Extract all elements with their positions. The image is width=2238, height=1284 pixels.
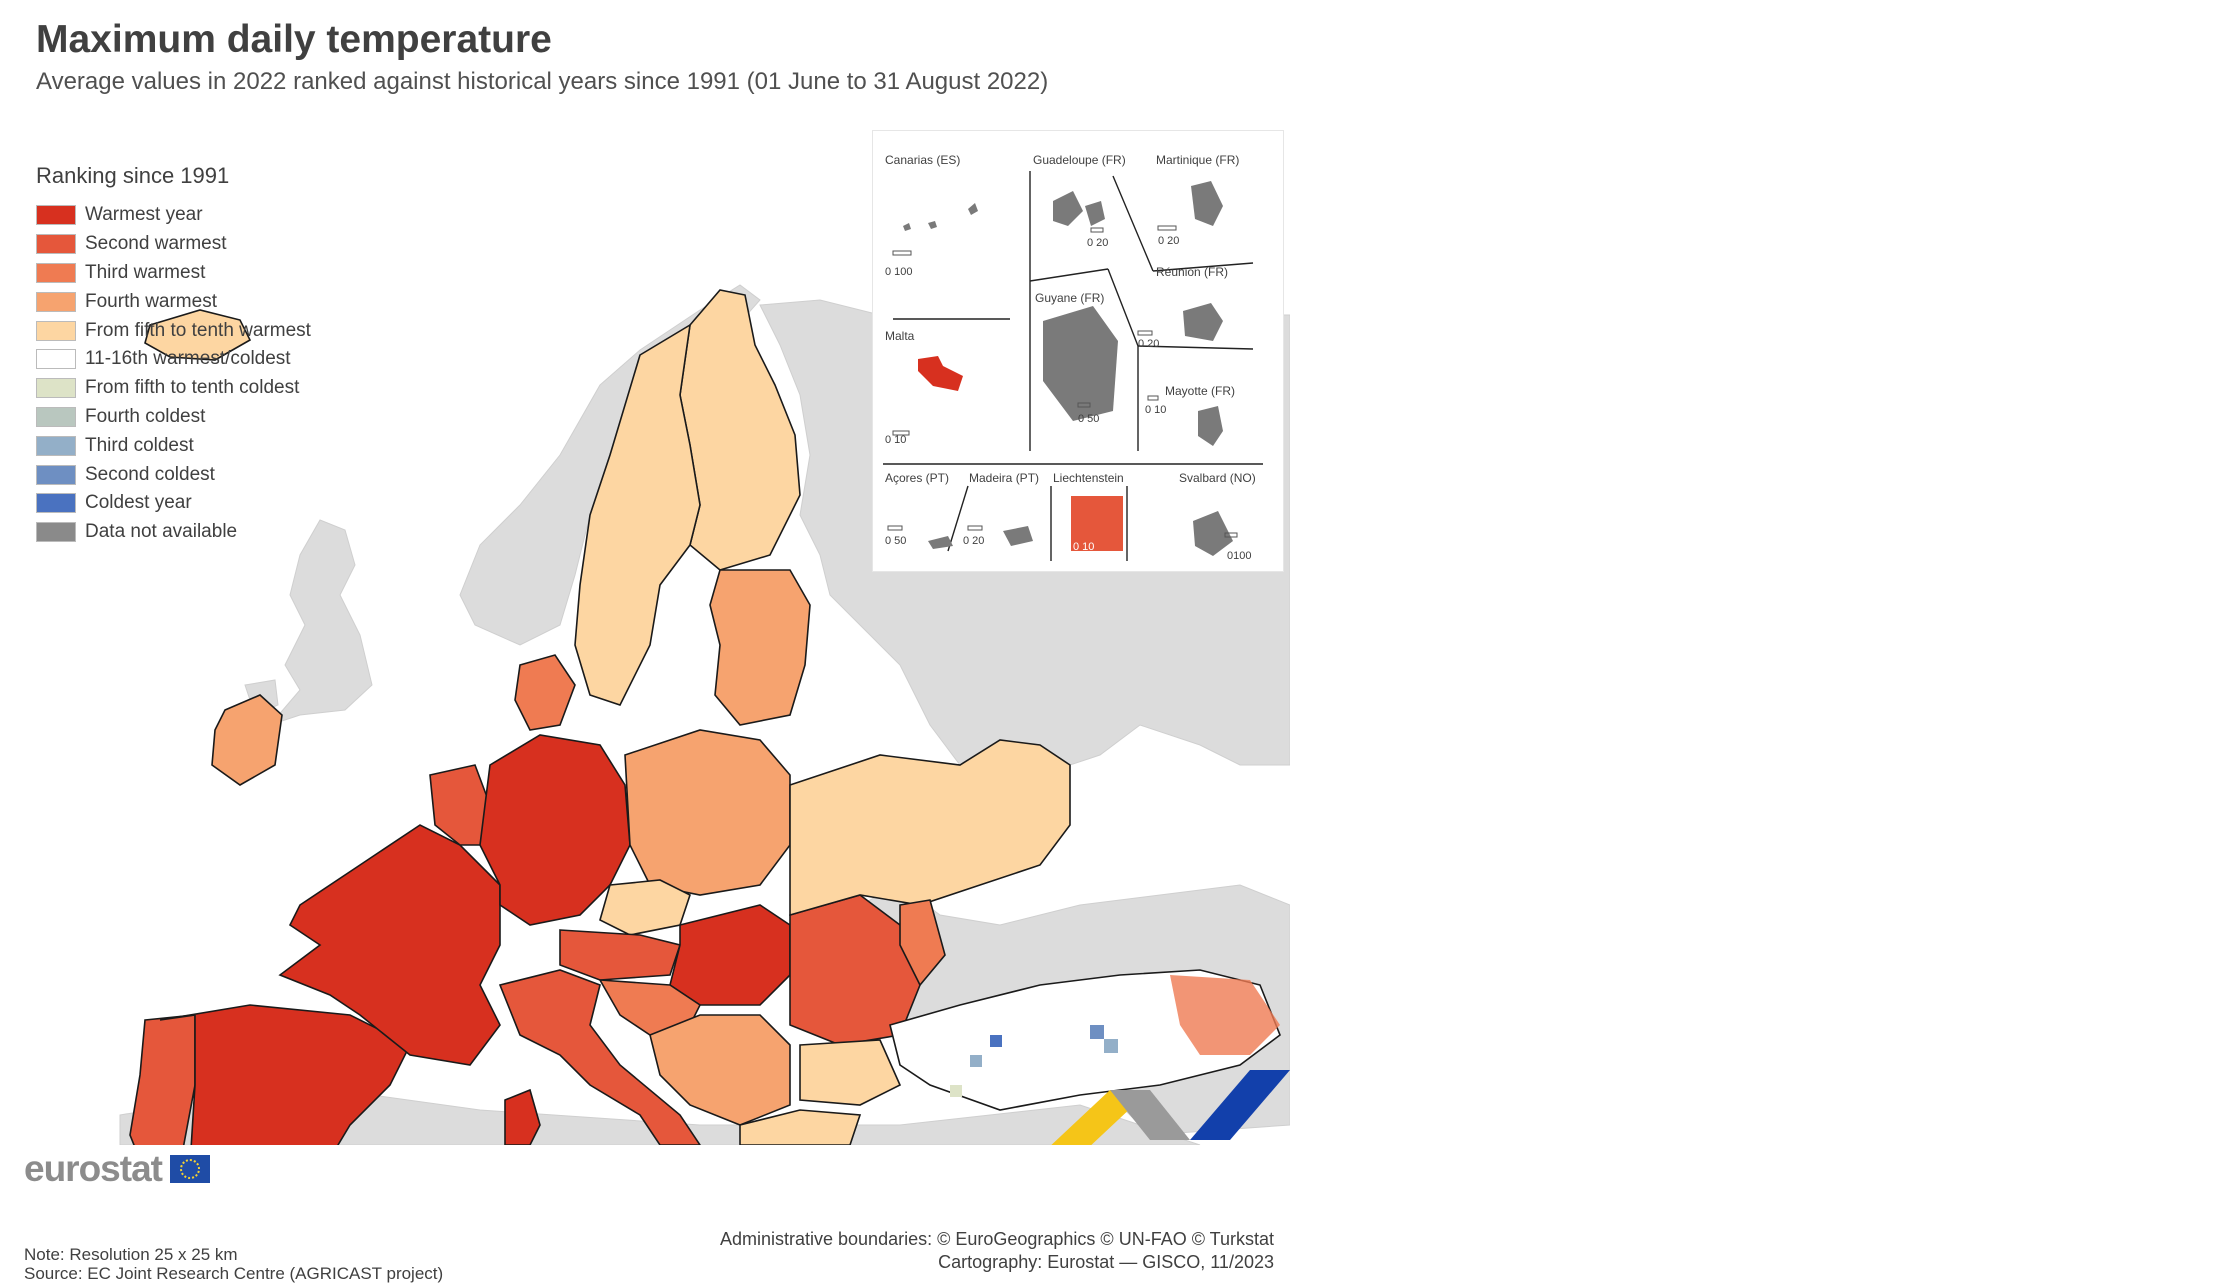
swatch-second-coldest bbox=[36, 464, 76, 485]
legend-label: Second warmest bbox=[85, 233, 227, 255]
inset-scale-acores: 0 50 bbox=[885, 535, 907, 547]
inset-scale-martinique: 0 20 bbox=[1158, 235, 1180, 247]
inset-scale-madeira: 0 20 bbox=[963, 535, 985, 547]
legend-item-second-coldest: Second coldest bbox=[36, 460, 366, 489]
swatch-coldest bbox=[36, 493, 76, 514]
inset-scale-canarias: 0 100 bbox=[885, 266, 913, 278]
swatch-fifth-tenth-coldest bbox=[36, 378, 76, 399]
baltics bbox=[709, 569, 811, 726]
ireland bbox=[211, 694, 283, 786]
austria bbox=[559, 929, 682, 981]
inset-label-canarias: Canarias (ES) bbox=[885, 153, 961, 167]
inset-scale-guyane: 0 50 bbox=[1078, 413, 1100, 425]
inset-label-mayotte: Mayotte (FR) bbox=[1165, 384, 1236, 398]
inset-label-acores: Açores (PT) bbox=[885, 471, 950, 485]
legend-item-third-coldest: Third coldest bbox=[36, 431, 366, 460]
germany bbox=[479, 734, 631, 926]
brand-ribbon bbox=[1051, 1070, 1290, 1145]
inset-label-guyane: Guyane (FR) bbox=[1035, 291, 1105, 305]
legend-item-fourth-coldest: Fourth coldest bbox=[36, 403, 366, 432]
cold-patches bbox=[950, 1025, 1118, 1097]
czechia bbox=[599, 879, 691, 936]
swatch-third-warmest bbox=[36, 262, 76, 283]
legend-item-no-data: Data not available bbox=[36, 518, 366, 547]
greece bbox=[739, 1109, 862, 1145]
iceland bbox=[144, 309, 252, 361]
swatch-second-warmest bbox=[36, 234, 76, 255]
liechtenstein-shape bbox=[1071, 496, 1123, 551]
inset-label-malta: Malta bbox=[885, 329, 915, 343]
resolution-note: Note: Resolution 25 x 25 km bbox=[24, 1245, 238, 1264]
swatch-third-coldest bbox=[36, 435, 76, 456]
inset-scale-malta: 0 10 bbox=[885, 434, 907, 446]
swatch-fourth-warmest bbox=[36, 291, 76, 312]
legend-label: Third warmest bbox=[85, 261, 206, 283]
legend-label: Fourth coldest bbox=[85, 405, 206, 427]
malta-shape bbox=[918, 356, 963, 391]
legend-item-second-warmest: Second warmest bbox=[36, 230, 366, 259]
inset-scale-liechtenstein: 0 10 bbox=[1073, 541, 1095, 553]
legend-label: Fourth warmest bbox=[85, 290, 217, 312]
legend-label: Warmest year bbox=[85, 204, 203, 226]
inset-label-madeira: Madeira (PT) bbox=[969, 471, 1040, 485]
legend-label: Second coldest bbox=[85, 463, 215, 485]
inset-dividers bbox=[883, 171, 1263, 561]
legend-label: From fifth to tenth coldest bbox=[85, 377, 300, 399]
inset-label-reunion: Réunion (FR) bbox=[1156, 265, 1229, 279]
source-note: Source: EC Joint Research Centre (AGRICA… bbox=[24, 1264, 444, 1283]
outermost-regions-panel: Canarias (ES) 0 100 Guadeloupe (FR) 0 20… bbox=[872, 130, 1284, 572]
legend-item-fifth-tenth-coldest: From fifth to tenth coldest bbox=[36, 374, 366, 403]
hungary bbox=[669, 904, 791, 1006]
inset-scale-reunion: 0 20 bbox=[1138, 338, 1160, 350]
inset-scale-svalbard: 0100 bbox=[1227, 550, 1252, 562]
eu-flag-icon bbox=[169, 1155, 210, 1183]
swatch-11-16 bbox=[36, 349, 76, 370]
outermost-regions-shapes bbox=[903, 181, 1233, 556]
legend-item-11-16: 11-16th warmest/coldest bbox=[36, 345, 366, 374]
bulgaria bbox=[799, 1039, 902, 1106]
east-turkey-warm bbox=[1170, 975, 1280, 1055]
sardinia bbox=[504, 1088, 541, 1145]
legend-item-warmest: Warmest year bbox=[36, 201, 366, 230]
legend-title: Ranking since 1991 bbox=[36, 163, 230, 188]
moldova bbox=[899, 899, 946, 987]
inset-label-martinique: Martinique (FR) bbox=[1156, 153, 1240, 167]
swatch-no-data bbox=[36, 522, 76, 543]
western-balkans bbox=[649, 1014, 791, 1126]
logo-text: eurostat bbox=[24, 1148, 163, 1189]
legend-label: From fifth to tenth warmest bbox=[85, 319, 311, 341]
legend-item-coldest: Coldest year bbox=[36, 489, 366, 518]
inset-label-svalbard: Svalbard (NO) bbox=[1179, 471, 1256, 485]
boundaries-credit: Administrative boundaries: © EuroGeograp… bbox=[719, 1229, 1274, 1249]
legend-label: 11-16th warmest/coldest bbox=[85, 348, 291, 370]
map-title: Maximum daily temperature bbox=[36, 18, 552, 61]
legend: Ranking since 1991 Warmest year Second w… bbox=[36, 163, 366, 547]
france bbox=[278, 824, 501, 1066]
sweden bbox=[574, 323, 701, 706]
swatch-fourth-coldest bbox=[36, 406, 76, 427]
inset-scale-mayotte: 0 10 bbox=[1145, 404, 1167, 416]
inset-label-guadeloupe: Guadeloupe (FR) bbox=[1033, 153, 1126, 167]
map-subtitle: Average values in 2022 ranked against hi… bbox=[36, 68, 1049, 95]
italy bbox=[498, 969, 701, 1145]
europe-map bbox=[119, 284, 1290, 1145]
inset-label-liechtenstein: Liechtenstein bbox=[1053, 471, 1124, 485]
legend-label: Coldest year bbox=[85, 492, 192, 514]
cartography-credit: Cartography: Eurostat — GISCO, 11/2023 bbox=[938, 1252, 1274, 1272]
legend-item-fourth-warmest: Fourth warmest bbox=[36, 287, 366, 316]
legend-item-fifth-tenth-warmest: From fifth to tenth warmest bbox=[36, 316, 366, 345]
poland bbox=[624, 729, 791, 896]
swatch-warmest bbox=[36, 205, 76, 226]
swatch-fifth-tenth-warmest bbox=[36, 320, 76, 341]
eurostat-logo: eurostat bbox=[24, 1148, 210, 1190]
legend-label: Data not available bbox=[85, 521, 238, 543]
inset-scale-guadeloupe: 0 20 bbox=[1087, 237, 1109, 249]
ukraine bbox=[789, 739, 1071, 917]
denmark bbox=[514, 654, 576, 731]
legend-label: Third coldest bbox=[85, 434, 194, 456]
spain bbox=[159, 1004, 412, 1145]
legend-item-third-warmest: Third warmest bbox=[36, 259, 366, 288]
portugal bbox=[129, 1014, 196, 1145]
